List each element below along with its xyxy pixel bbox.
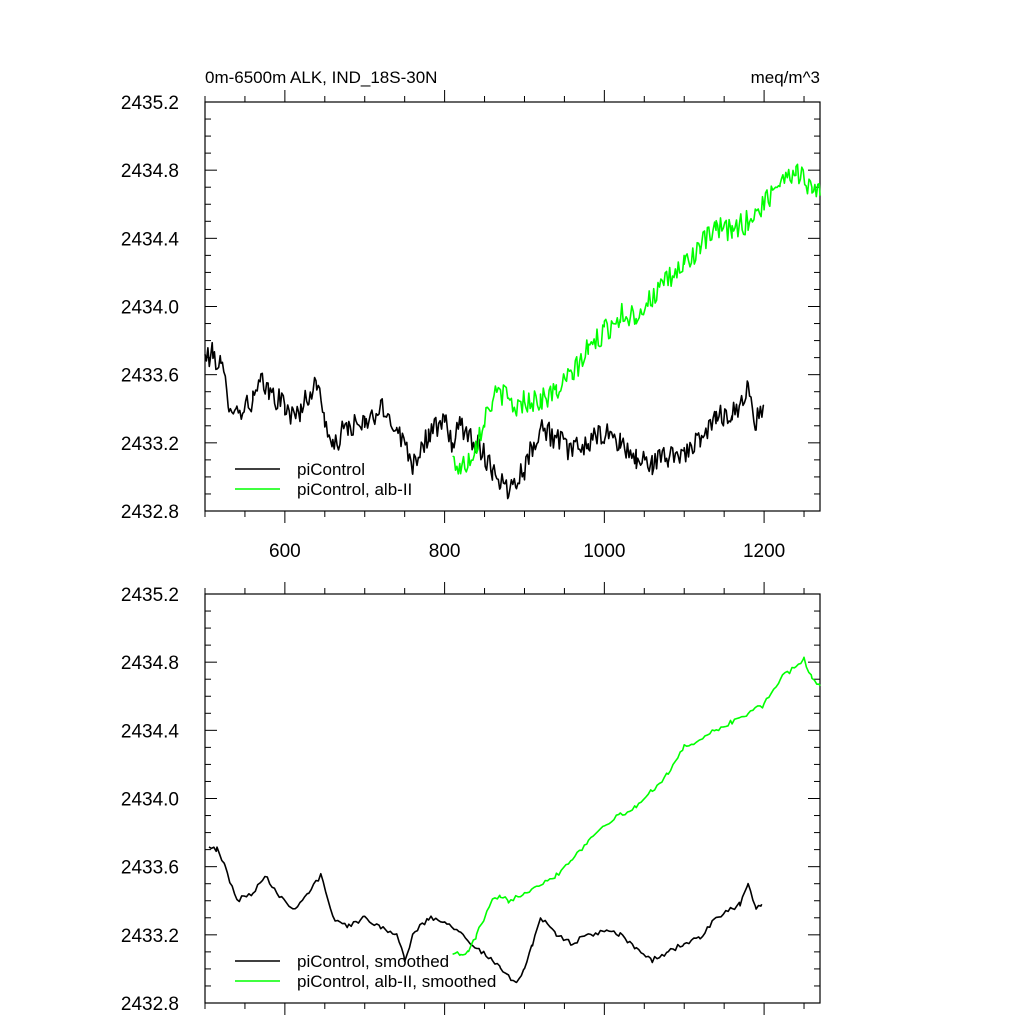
x-tick-label: 800 [429,541,461,562]
series-line-picontrol [208,846,763,984]
series-line-picontrol [204,341,765,500]
x-tick-label: 600 [269,541,301,562]
y-tick-label: 2434.4 [121,229,180,250]
x-tick-label: 1000 [583,541,625,562]
top-panel: 2432.8 2433.2 2433.6 2434.0 2434.4 2434.8 2435… [121,90,821,562]
x-tick-label: 1200 [743,541,785,562]
y-tick-label: 2432.8 [121,994,179,1015]
series-line-alb-ii [452,163,821,475]
legend-label: piControl [297,460,365,479]
legend-label: piControl, smoothed [297,952,449,971]
y-tick-label: 2435.2 [121,93,179,114]
y-tick-label: 2433.2 [121,434,179,455]
y-tick-label: 2434.0 [121,298,179,319]
bottom-panel: 2432.8 2433.2 2433.6 2434.0 2434.4 2434.8 2435… [121,582,821,1015]
panel-title-left: 0m-6500m ALK, IND_18S-30N [205,68,437,87]
legend-label: piControl, alb-II, smoothed [297,972,496,991]
legend-label: piControl, alb-II [297,480,412,499]
y-tick-label: 2435.2 [121,585,179,606]
y-tick-label: 2434.8 [121,161,179,182]
y-tick-label: 2433.6 [121,858,179,879]
y-tick-label: 2433.2 [121,926,179,947]
y-tick-label: 2432.8 [121,502,179,523]
panel-title-right: meq/m^3 [751,68,820,87]
series-line-alb-ii [452,656,821,957]
y-tick-label: 2434.8 [121,653,179,674]
y-tick-label: 2433.6 [121,366,179,387]
y-tick-label: 2434.0 [121,790,179,811]
y-tick-label: 2434.4 [121,721,180,742]
